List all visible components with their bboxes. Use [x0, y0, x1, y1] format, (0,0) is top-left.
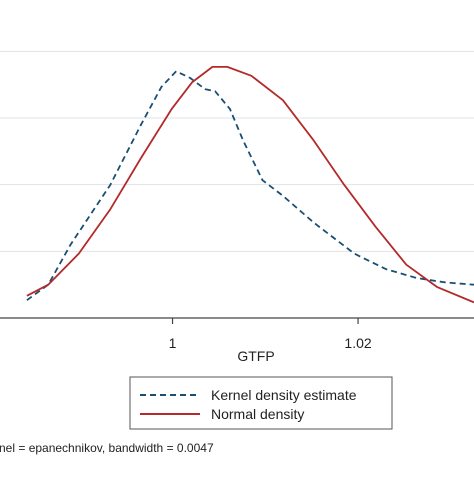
legend-box — [129, 376, 393, 430]
x-tick-label-1: 1.02 — [344, 335, 371, 351]
series-layer — [26, 66, 474, 304]
legend-kernel-label: Kernel density estimate — [211, 387, 357, 403]
legend: Kernel density estimate Normal density — [129, 376, 393, 430]
legend-normal-label: Normal density — [211, 406, 304, 422]
x-axis-ticks: 1 1.02 — [169, 318, 372, 351]
normal-density-line — [26, 66, 474, 304]
kernel-note: nel = epanechnikov, bandwidth = 0.0047 — [0, 441, 214, 455]
x-axis-title: GTFP — [237, 348, 274, 364]
x-tick-label-0: 1 — [169, 335, 177, 351]
kernel-density-line — [26, 70, 474, 301]
